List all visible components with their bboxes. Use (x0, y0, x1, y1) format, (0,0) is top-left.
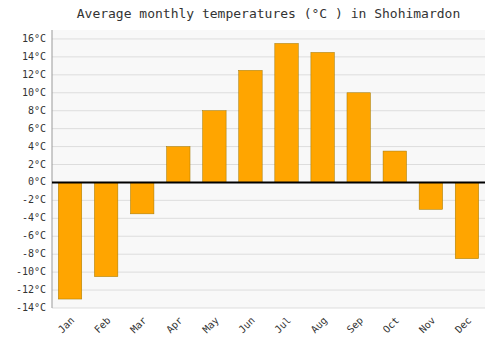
x-tick-label: Aug (309, 315, 330, 336)
y-tick-label: -14°C (16, 302, 46, 313)
y-tick-label: 10°C (22, 87, 46, 98)
bar (239, 70, 262, 182)
bar (167, 147, 190, 183)
y-tick-label: -10°C (16, 266, 46, 277)
y-tick-label: 8°C (28, 105, 46, 116)
bar (130, 182, 153, 213)
grid-line (52, 92, 485, 93)
x-tick-label: Jul (272, 315, 293, 336)
grid-line (52, 182, 485, 183)
chart: -14°C -12°C -10°C -8°C -6°C -4°C -2°C 0°C 2°C 4°C… (0, 0, 500, 350)
y-tick-label: -2°C (22, 194, 46, 205)
y-tick-label: 4°C (28, 141, 46, 152)
plot-area (52, 30, 485, 308)
y-tick-label: 6°C (28, 123, 46, 134)
bar (311, 52, 334, 182)
grid-line (52, 74, 485, 75)
grid-line (52, 38, 485, 39)
y-tick-label: 2°C (28, 159, 46, 170)
y-tick-label: 12°C (22, 69, 46, 80)
title: Average monthly temperatures (°C ) in Sh… (77, 6, 461, 21)
bar (275, 43, 298, 182)
y-tick-label: -6°C (22, 230, 46, 241)
x-tick-label: Jan (56, 315, 77, 336)
x-tick-label: Apr (164, 315, 185, 336)
grid-line (52, 164, 485, 165)
bar (203, 111, 226, 183)
zero-line (52, 181, 485, 183)
x-tick-label: Oct (381, 315, 402, 336)
grid-line (52, 110, 485, 111)
bar (347, 93, 370, 183)
bar (94, 182, 117, 276)
x-tick-label: Nov (417, 315, 438, 336)
bar (419, 182, 442, 209)
y-tick-label: -8°C (22, 248, 46, 259)
x-tick-label: Dec (453, 315, 474, 336)
grid-line (52, 290, 485, 291)
x-tick-label: May (200, 315, 221, 336)
y-tick-label: 16°C (22, 33, 46, 44)
bar (58, 182, 81, 299)
grid-line (52, 56, 485, 57)
bar (383, 151, 406, 182)
x-tick-label: Mar (128, 315, 149, 336)
grid-line (52, 146, 485, 147)
y-axis-line (52, 30, 53, 308)
y-tick-label: 0°C (28, 176, 46, 187)
y-tick-label: 14°C (22, 51, 46, 62)
x-tick-label: Jun (236, 315, 257, 336)
x-tick-label: Sep (345, 315, 366, 336)
y-tick-label: -4°C (22, 212, 46, 223)
grid-line (52, 308, 485, 309)
y-tick-label: -12°C (16, 284, 46, 295)
bar (455, 182, 478, 258)
x-tick-label: Feb (92, 315, 113, 336)
grid-line (52, 128, 485, 129)
